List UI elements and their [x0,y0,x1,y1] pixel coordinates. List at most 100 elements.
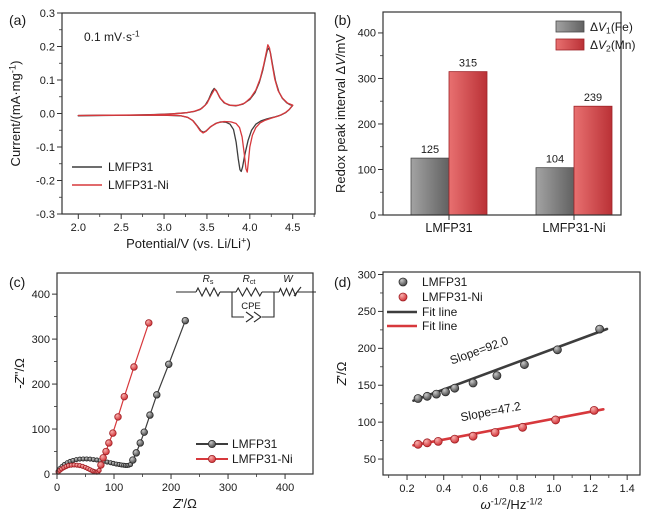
legend-label: LMFP31-Ni [108,178,169,192]
series-line [412,408,605,447]
data-point-marker [589,405,599,415]
legend-swatch [555,38,585,51]
circuit-label-rct: Rct [243,274,256,286]
annotation: 0.1 mV·s-1 [84,29,140,44]
axes-ticks [52,293,286,479]
legend-label: LMFP31 [108,160,154,174]
x-tick-label: 2.0 [71,222,86,234]
x-tick-label: 400 [276,482,294,494]
data-point-marker [114,413,122,421]
data-point-marker [132,449,140,457]
panel-b-redox-interval-bar-chart: 125 315 104 239 LMFP31 LMFP31-Ni 0 100 200 300 400… [325,0,650,262]
x-axis-title: Potential/V (vs. Li/Li+) [126,234,251,251]
legend-label: LMFP31 [422,275,468,289]
bar [535,167,575,216]
data-point-marker [207,439,216,448]
data-point-marker [595,324,605,334]
data-point-marker [105,439,113,447]
y-tick-label: 0 [44,469,50,481]
legend: ΔV1(Fe) ΔV2(Mn) [555,20,635,53]
data-point-marker [468,431,478,441]
y-tick-label: 300 [358,269,376,281]
panel-a-cv-chart: 2.0 2.5 3.0 3.5 4.0 4.5 -0.3 -0.2 -0.1 0.0 0.1 0.2 0… [0,0,325,262]
data-point-marker [130,363,138,371]
data-point-marker [181,316,189,325]
x-tick-label: 3.0 [156,222,171,234]
x-tick-label: 200 [162,482,180,494]
y-tick-label: 400 [32,289,50,301]
data-point-marker [422,438,432,448]
data-point-marker [492,371,502,381]
y-tick-label: 200 [358,119,376,131]
y-axis-title: -Z''/Ω [12,358,27,389]
data-point-marker [145,319,153,327]
plot-frame [56,272,314,475]
legend: LMFP31 LMFP31-Ni [72,160,169,192]
data-point-marker [165,360,173,368]
x-tick-label: 300 [219,482,237,494]
data-point-marker [99,454,107,462]
x-tick-label: 100 [105,482,123,494]
data-point-marker [413,394,423,403]
y-tick-label: -0.3 [36,209,55,221]
legend-label: LMFP31-Ni [422,290,483,304]
circuit-label-rs: Rs [203,274,214,286]
plot-frame [382,11,622,216]
data-point-marker [553,345,562,355]
data-point-marker [431,389,441,399]
data-point-marker [450,434,460,444]
x-tick-label: 0.4 [436,483,451,495]
data-point-marker [136,439,144,447]
series-layer: 125 315 104 239 [410,58,613,216]
data-point-marker [102,447,110,456]
panel-letter: (d) [334,274,351,290]
x-tick-label: 0.6 [473,483,488,495]
series-layer [55,316,189,475]
y-tick-label: 0 [370,210,376,222]
y-tick-label: 250 [358,306,376,318]
data-point-marker [490,428,500,437]
data-point-marker [518,422,528,432]
x-tick-label: 0 [54,482,60,494]
y-axis-title: Redox peak interval ΔV/mV [333,34,348,193]
bar-value-label: 315 [459,58,477,70]
y-tick-label: 300 [358,73,376,85]
plot-frame [382,271,641,476]
tick-labels: 2.0 2.5 3.0 3.5 4.0 4.5 -0.3 -0.2 -0.1 0.0 0.1 0.2 0… [36,8,300,234]
legend-label: ΔV2(Mn) [590,38,635,53]
data-point-marker [120,392,128,401]
y-tick-label: 0.2 [40,41,55,53]
bar [573,105,613,216]
y-tick-label: 0.3 [40,8,55,20]
tick-labels: 0.2 0.4 0.6 0.8 1.0 1.2 1.4 50 100 150 200 250 300 [358,269,635,495]
data-point-marker [109,429,117,437]
y-tick-label: 100 [358,164,376,176]
x-tick-label: 3.5 [199,222,214,234]
category-label: LMFP31 [425,221,472,235]
panel-c-nyquist-chart: 0 100 200 300 400 0 100 200 300 400 Z'/Ω -Z''/Ω (c) L… [0,262,325,524]
data-point-marker [146,411,154,419]
data-point-marker [398,292,408,302]
y-tick-label: 200 [358,343,376,355]
y-tick-label: 0.0 [40,108,55,120]
series-layer [77,44,294,173]
panel-letter: (b) [334,12,351,28]
data-point-marker [140,428,148,436]
data-point-marker [450,383,460,393]
x-tick-label: 1.2 [583,483,598,495]
y-axis-title: Z'/Ω [334,361,349,386]
y-tick-label: 150 [358,380,376,392]
panel-d-warburg-slope-chart: 0.2 0.4 0.6 0.8 1.0 1.2 1.4 50 100 150 200 250 300 ω-… [325,262,650,524]
y-axis-title: Current/(mA·mg-1) [6,61,23,167]
x-tick-label: 1.0 [546,483,561,495]
data-point-marker [153,391,161,399]
data-point-marker [433,436,443,446]
tick-labels: 0 100 200 300 400 0 100 200 300 400 [32,289,295,494]
circuit-label-cpe: CPE [241,301,261,312]
x-tick-label: 0.8 [509,483,524,495]
annotation: Slope=92.0 [448,333,510,367]
legend-label: Fit line [422,319,458,333]
